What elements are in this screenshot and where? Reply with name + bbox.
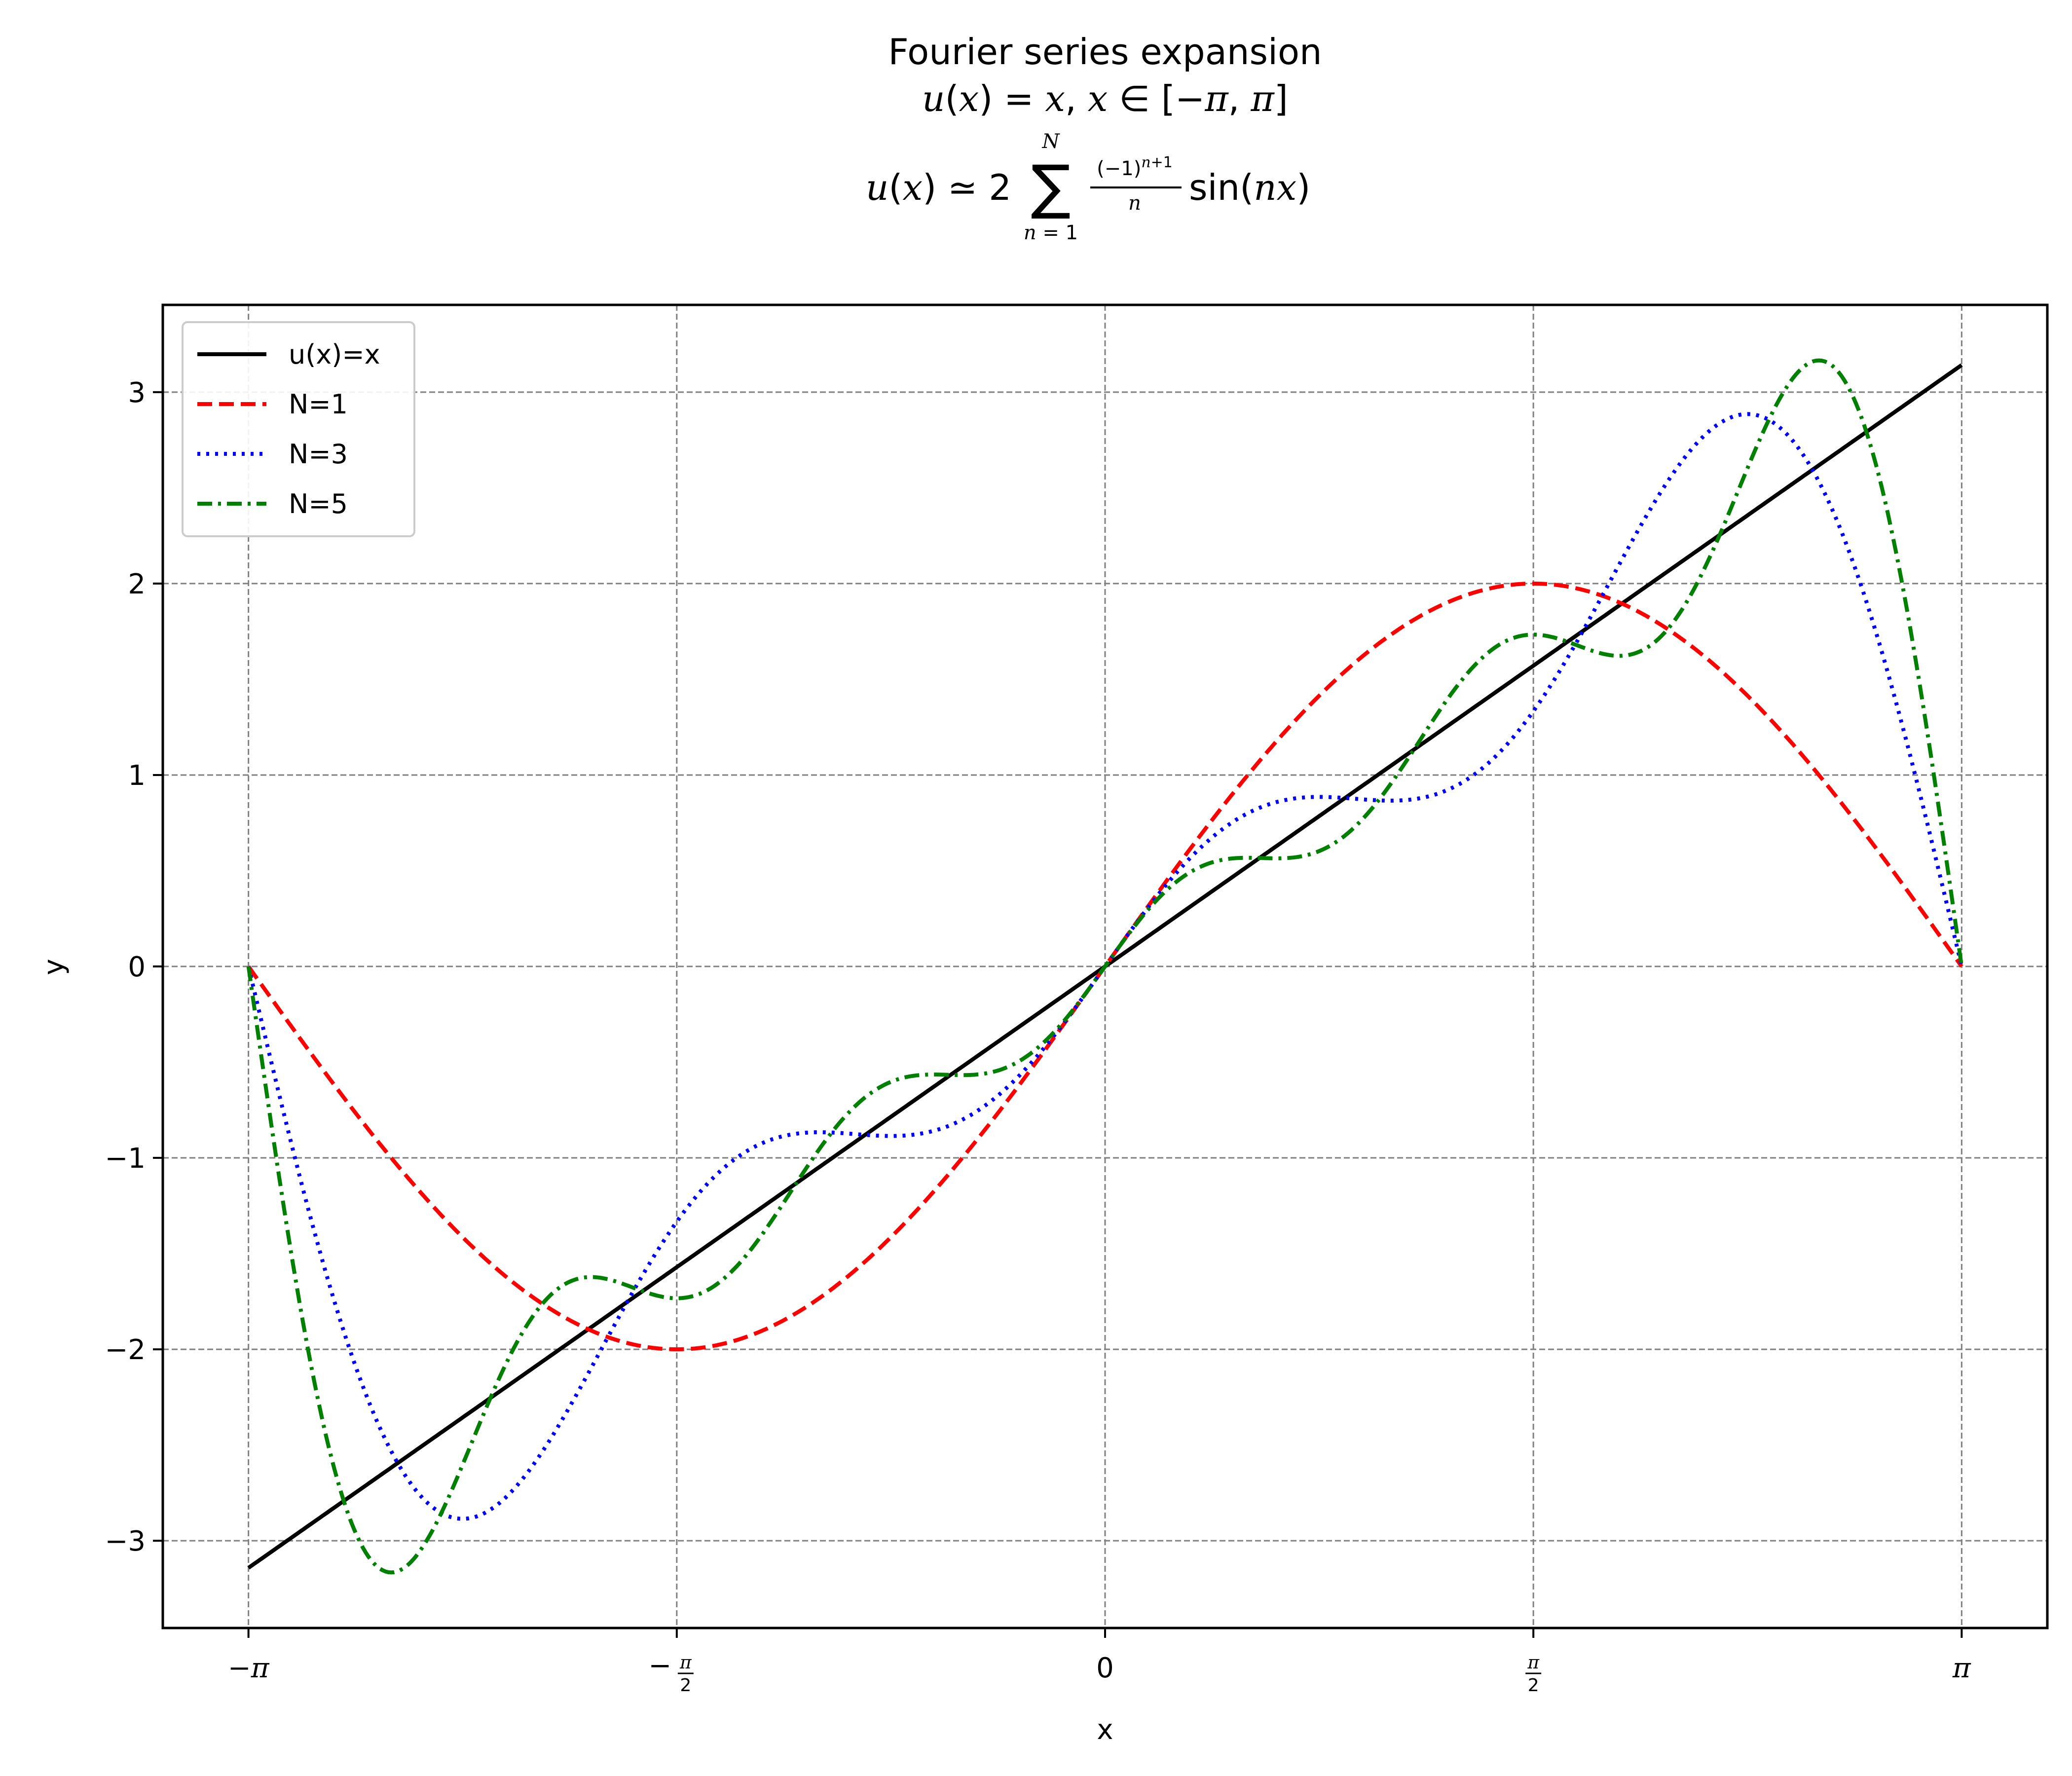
series-line-2 (246, 412, 1964, 1521)
svg-text:2: 2 (1528, 1675, 1539, 1696)
series-line-3 (246, 358, 1964, 1575)
series-layer (246, 358, 1964, 1575)
y-tick-label-2: −1 (105, 1143, 146, 1175)
x-tick-label-1: − (648, 1650, 671, 1682)
x-axis-ticks: −π − π20 π2π (228, 1628, 1971, 1696)
svg-text:sin(nx): sin(nx) (1189, 167, 1310, 208)
svg-text:2: 2 (680, 1675, 691, 1696)
y-tick-label-4: 1 (128, 760, 146, 792)
x-axis-label: x (1097, 1714, 1113, 1746)
chart-title: Fourier series expansion u(x) = x, x ∈ [… (866, 31, 1322, 244)
legend: u(x)=x N=1 N=3 N=5 (182, 321, 415, 537)
grid-lines (163, 305, 2047, 1628)
x-tick-fraction-1: π2 (677, 1653, 694, 1696)
x-tick-label-0: −π (228, 1652, 270, 1684)
y-tick-label-3: 0 (128, 951, 146, 983)
title-line-3: u(x) ≃ 2 ∑ N n = 1 (−1)n+1 n sin(nx) (866, 130, 1310, 244)
y-axis-label: y (38, 959, 70, 975)
y-tick-label-1: −2 (105, 1334, 146, 1366)
legend-label-3: N=5 (289, 488, 348, 519)
svg-text:N: N (1042, 130, 1061, 153)
legend-label-1: N=1 (289, 389, 348, 420)
legend-label-2: N=3 (289, 439, 348, 470)
svg-text:∑: ∑ (1031, 153, 1071, 222)
x-tick-label-2: 0 (1096, 1652, 1114, 1684)
x-tick-label-4: π (1952, 1652, 1971, 1684)
y-tick-label-0: −3 (105, 1525, 146, 1557)
title-line-2: u(x) = x, x ∈ [−π, π] (922, 78, 1288, 119)
svg-text:n: n (1128, 192, 1141, 215)
legend-label-0: u(x)=x (289, 339, 380, 370)
y-tick-label-6: 3 (128, 377, 146, 409)
svg-text:(−1)n+1: (−1)n+1 (1097, 154, 1173, 180)
y-tick-label-5: 2 (128, 568, 146, 600)
title-line-1: Fourier series expansion (888, 31, 1322, 73)
x-tick-fraction-3: π2 (1525, 1653, 1542, 1696)
svg-text:u(x) ≃ 2: u(x) ≃ 2 (866, 167, 1011, 208)
svg-text:π: π (679, 1653, 692, 1673)
svg-text:π: π (1527, 1653, 1540, 1673)
legend-box (182, 321, 415, 537)
series-line-1 (247, 581, 1963, 1352)
svg-text:n = 1: n = 1 (1024, 222, 1078, 244)
y-axis-ticks: −3 −2 −1 0 1 2 3 (105, 377, 163, 1557)
